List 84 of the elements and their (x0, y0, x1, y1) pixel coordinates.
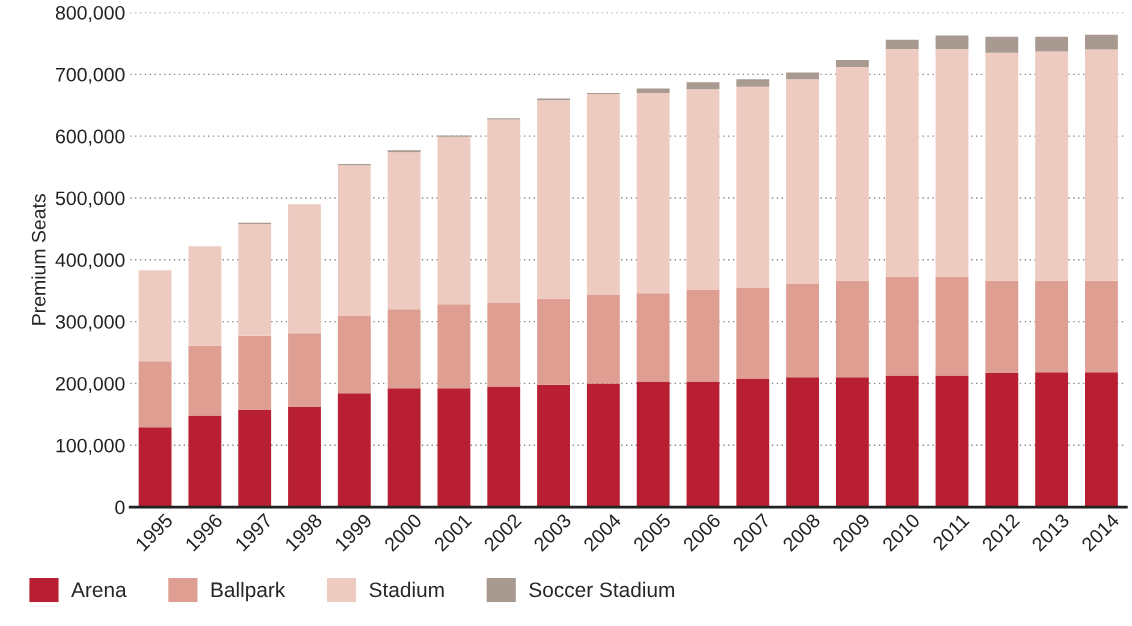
y-tick-label: 0 (115, 500, 125, 515)
bar (985, 280, 1019, 373)
bar (437, 136, 471, 305)
bar (1035, 36, 1069, 52)
bar (885, 48, 919, 277)
bar (537, 298, 570, 385)
bar (885, 375, 919, 508)
bar (636, 88, 670, 93)
legend-label: Soccer Stadium (529, 581, 675, 598)
bar (487, 119, 521, 304)
legend-label: Arena (71, 582, 127, 598)
bar (188, 345, 222, 416)
bar (935, 276, 969, 376)
bar (188, 415, 222, 508)
bar (935, 35, 969, 49)
bar (1085, 49, 1118, 281)
y-tick-label: 400,000 (55, 253, 125, 270)
bar (1035, 372, 1069, 508)
bar (786, 377, 820, 508)
bar (935, 375, 969, 508)
bar (885, 39, 919, 49)
bar (487, 386, 521, 508)
bar (437, 304, 471, 389)
y-tick-label: 800,000 (55, 5, 125, 23)
bar (985, 36, 1019, 53)
bar (736, 378, 770, 508)
y-tick-label: 600,000 (56, 129, 125, 146)
bar (1035, 280, 1069, 373)
bar (238, 335, 272, 411)
bar (686, 290, 720, 382)
bar (736, 86, 770, 288)
y-tick-label: 100,000 (56, 438, 125, 455)
bar (586, 94, 620, 296)
bar (288, 204, 321, 334)
bar (636, 293, 670, 382)
bar (537, 100, 570, 299)
bar (1085, 34, 1118, 50)
bar (138, 427, 172, 508)
bar (835, 66, 869, 281)
bar (1035, 51, 1069, 281)
bar (387, 309, 421, 389)
y-tick-label: 500,000 (55, 191, 125, 208)
bar (1085, 280, 1118, 373)
bar (337, 393, 371, 508)
bar (985, 52, 1019, 281)
y-axis-title: Premium Seats (31, 194, 46, 325)
bar (138, 361, 172, 428)
bar (786, 79, 820, 284)
bar (636, 92, 670, 294)
bar (835, 60, 869, 67)
y-tick-label: 700,000 (56, 67, 125, 84)
bar (636, 381, 670, 508)
y-tick-label: 200,000 (56, 376, 125, 393)
bar (935, 48, 969, 277)
bar (337, 165, 371, 317)
bar (985, 372, 1019, 508)
bar (337, 316, 371, 394)
bar (437, 388, 471, 508)
bar (686, 82, 720, 90)
bar (138, 270, 172, 362)
bar (288, 333, 321, 407)
bar (487, 303, 521, 387)
legend-label: Ballpark (211, 581, 286, 602)
bar (1085, 372, 1118, 508)
bar (686, 89, 720, 291)
bar (238, 410, 272, 508)
legend-label: Stadium (369, 581, 444, 598)
bar (885, 276, 919, 376)
bar (736, 79, 770, 87)
bar (288, 406, 321, 508)
bar (835, 377, 869, 508)
bar (786, 72, 820, 80)
y-tick-label: 300,000 (55, 315, 125, 332)
bar (238, 223, 272, 336)
bar (686, 381, 720, 508)
bar (387, 152, 421, 310)
bar (188, 246, 222, 346)
bar (586, 383, 620, 508)
bar (736, 287, 770, 379)
bar (786, 283, 820, 378)
bar (537, 384, 570, 508)
bar (835, 280, 869, 378)
bar (387, 388, 421, 508)
bar (586, 295, 620, 384)
